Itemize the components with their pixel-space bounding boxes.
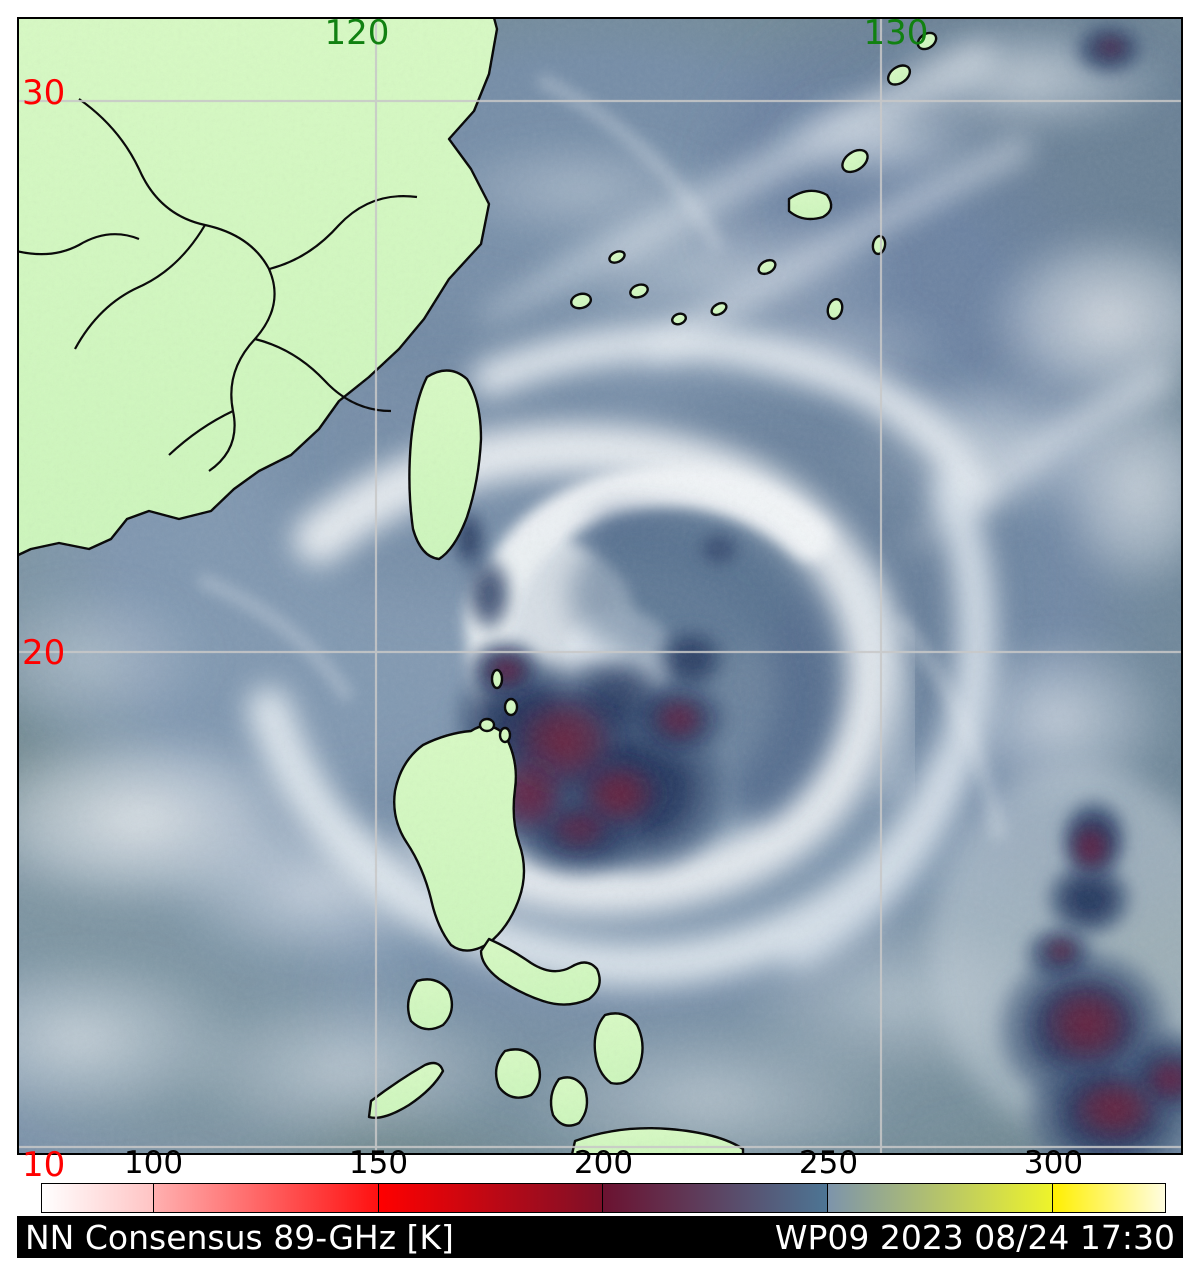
brightness-temperature-colorbar[interactable] bbox=[41, 1183, 1166, 1213]
lon-label-130: 130 bbox=[863, 13, 929, 53]
lat-label-30: 30 bbox=[22, 73, 66, 113]
lon-label-120: 120 bbox=[324, 13, 390, 53]
product-title-label: NN Consensus 89-GHz [K] bbox=[25, 1217, 454, 1257]
graticule-lines bbox=[19, 19, 1181, 1153]
colorbar-region bbox=[17, 1183, 1183, 1215]
lat-label-10: 10 bbox=[22, 1145, 66, 1185]
colorbar-segment-75-100 bbox=[42, 1184, 155, 1212]
colorbar-tick-100: 100 bbox=[123, 1145, 184, 1181]
colorbar-tick-250: 250 bbox=[798, 1145, 859, 1181]
satellite-map-panel[interactable] bbox=[17, 17, 1183, 1155]
caption-bar: NN Consensus 89-GHz [K] WP09 2023 08/24 … bbox=[17, 1216, 1183, 1258]
satellite-brightness-temperature-raster bbox=[19, 19, 1181, 1153]
storm-id-datetime-label: WP09 2023 08/24 17:30 bbox=[774, 1217, 1175, 1257]
lat-label-20: 20 bbox=[22, 633, 66, 673]
colorbar-segment-100-150 bbox=[154, 1184, 379, 1212]
colorbar-tick-200: 200 bbox=[573, 1145, 634, 1181]
colorbar-segment-150-200 bbox=[378, 1184, 604, 1212]
colorbar-tick-150: 150 bbox=[348, 1145, 409, 1181]
colorbar-segment-300-325 bbox=[1052, 1184, 1165, 1212]
colorbar-tick-300: 300 bbox=[1023, 1145, 1084, 1181]
colorbar-segment-250-300 bbox=[828, 1184, 1053, 1212]
colorbar-segment-200-250 bbox=[603, 1184, 829, 1212]
